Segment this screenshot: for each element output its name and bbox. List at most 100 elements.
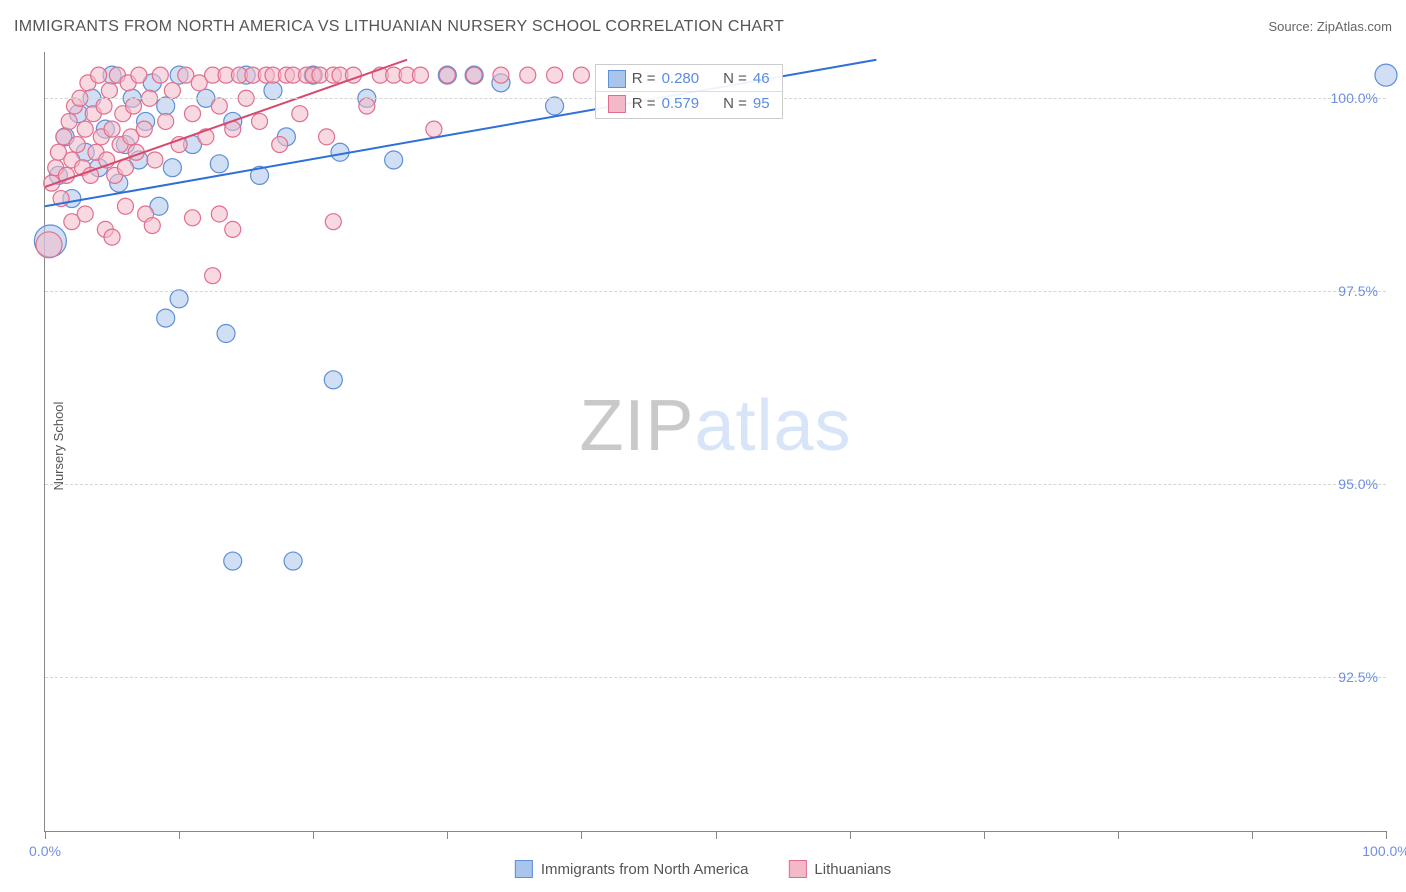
data-point <box>170 290 188 308</box>
gridline <box>45 291 1386 292</box>
data-point <box>69 137 85 153</box>
data-point <box>412 67 428 83</box>
data-point <box>131 67 147 83</box>
x-tick <box>581 831 582 839</box>
data-point <box>77 206 93 222</box>
legend-item-series-b: Lithuanians <box>788 860 891 878</box>
chart-plot-area: ZIPatlas 92.5%95.0%97.5%100.0%0.0%100.0%… <box>44 52 1386 832</box>
data-point <box>157 97 175 115</box>
data-point <box>61 113 77 129</box>
x-tick <box>313 831 314 839</box>
stats-row: R = 0.280 N = 46 <box>596 67 782 91</box>
y-tick-label: 95.0% <box>1338 476 1378 492</box>
data-point <box>292 106 308 122</box>
x-tick <box>1252 831 1253 839</box>
data-point <box>325 214 341 230</box>
data-point <box>385 151 403 169</box>
data-point <box>152 67 168 83</box>
x-tick <box>1386 831 1387 839</box>
data-point <box>426 121 442 137</box>
data-point <box>144 218 160 234</box>
data-point <box>1375 64 1397 86</box>
data-point <box>158 113 174 129</box>
chart-header: IMMIGRANTS FROM NORTH AMERICA VS LITHUAN… <box>14 18 1392 36</box>
data-point <box>546 97 564 115</box>
data-point <box>272 137 288 153</box>
y-tick-label: 92.5% <box>1338 669 1378 685</box>
stat-n-value: 46 <box>753 70 770 87</box>
data-point <box>284 552 302 570</box>
data-point <box>210 155 228 173</box>
data-point <box>91 67 107 83</box>
x-tick <box>447 831 448 839</box>
data-point <box>466 67 482 83</box>
x-tick <box>716 831 717 839</box>
data-point <box>126 98 142 114</box>
data-point <box>359 98 375 114</box>
stat-n-value: 95 <box>753 95 770 112</box>
data-point <box>205 268 221 284</box>
legend-swatch-a <box>515 860 533 878</box>
data-point <box>101 83 117 99</box>
stat-r-value: 0.280 <box>662 70 700 87</box>
data-point <box>117 160 133 176</box>
data-point <box>104 229 120 245</box>
x-tick <box>179 831 180 839</box>
data-point <box>319 129 335 145</box>
x-tick <box>850 831 851 839</box>
legend-swatch-b <box>788 860 806 878</box>
data-point <box>493 67 509 83</box>
source-prefix: Source: <box>1268 19 1316 34</box>
source-attribution: Source: ZipAtlas.com <box>1268 19 1392 34</box>
data-point <box>439 67 455 83</box>
x-tick <box>1118 831 1119 839</box>
data-point <box>104 121 120 137</box>
stats-swatch <box>608 70 626 88</box>
data-point <box>185 106 201 122</box>
data-point <box>163 159 181 177</box>
data-point <box>252 113 268 129</box>
data-point <box>264 82 282 100</box>
data-point <box>520 67 536 83</box>
legend: Immigrants from North America Lithuanian… <box>515 860 891 878</box>
stat-n-label: N = <box>723 95 747 112</box>
legend-label-a: Immigrants from North America <box>541 861 749 878</box>
data-point <box>211 206 227 222</box>
x-tick <box>984 831 985 839</box>
data-point <box>324 371 342 389</box>
x-tick <box>45 831 46 839</box>
source-name: ZipAtlas.com <box>1317 19 1392 34</box>
data-point <box>36 232 62 258</box>
data-point <box>211 98 227 114</box>
data-point <box>217 325 235 343</box>
gridline <box>45 677 1386 678</box>
stat-r-label: R = <box>632 95 656 112</box>
data-point <box>573 67 589 83</box>
y-tick-label: 100.0% <box>1331 90 1378 106</box>
data-point <box>224 552 242 570</box>
data-point <box>185 210 201 226</box>
data-point <box>547 67 563 83</box>
data-point <box>157 309 175 327</box>
data-point <box>136 121 152 137</box>
gridline <box>45 484 1386 485</box>
stat-r-value: 0.579 <box>662 95 700 112</box>
data-point <box>147 152 163 168</box>
stats-swatch <box>608 95 626 113</box>
data-point <box>164 83 180 99</box>
legend-item-series-a: Immigrants from North America <box>515 860 749 878</box>
chart-title: IMMIGRANTS FROM NORTH AMERICA VS LITHUAN… <box>14 18 784 36</box>
data-point <box>117 198 133 214</box>
data-point <box>77 121 93 137</box>
x-tick-label: 0.0% <box>29 843 61 859</box>
x-tick-label: 100.0% <box>1362 843 1406 859</box>
legend-label-b: Lithuanians <box>814 861 891 878</box>
correlation-stats-box: R = 0.280 N = 46 R = 0.579 N = 95 <box>595 64 783 119</box>
scatter-svg <box>45 52 1386 831</box>
data-point <box>96 98 112 114</box>
stat-n-label: N = <box>723 70 747 87</box>
stats-row: R = 0.579 N = 95 <box>596 91 782 116</box>
data-point <box>225 221 241 237</box>
stat-r-label: R = <box>632 70 656 87</box>
y-tick-label: 97.5% <box>1338 283 1378 299</box>
